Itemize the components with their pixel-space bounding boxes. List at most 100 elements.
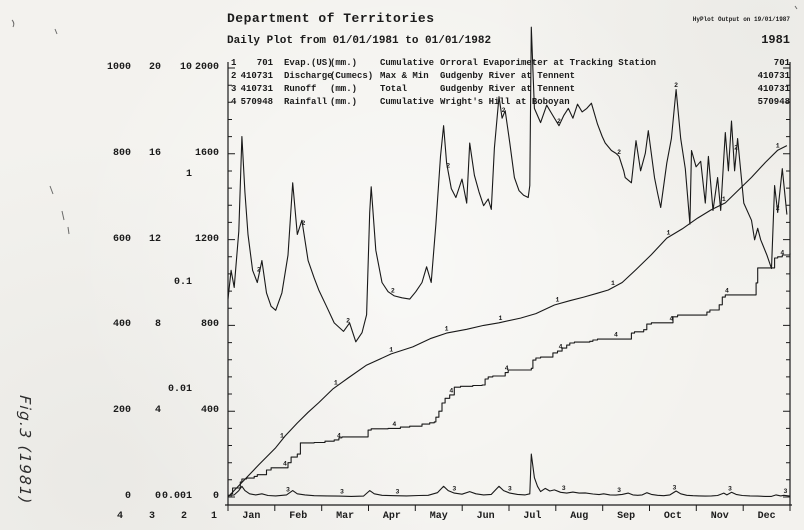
legend-station-id: 410731 (240, 71, 273, 81)
axis-column-id: 1 (210, 511, 217, 522)
legend-parameter: Discharge (284, 71, 333, 81)
axis-4-tick-label: 400 (112, 319, 131, 331)
legend-statistic: Cumulative (380, 58, 435, 68)
month-label: Sep (617, 511, 635, 522)
curve-number-label: 3 (395, 488, 399, 495)
month-label: Jan (242, 511, 260, 522)
axis-2-tick-label: 0.01 (167, 383, 192, 395)
legend-row: 4 570948 Rainfall (mm.) Cumulative Wright's H… (0, 97, 804, 109)
curve-number-label: 1 (722, 196, 726, 203)
curve-number-label: 1 (666, 230, 670, 237)
axis-1-tick-label: 1600 (194, 147, 219, 159)
curve-number-label: 3 (728, 486, 732, 493)
axis-3-tick-label: 12 (148, 233, 161, 245)
curve-number-label: 4 (559, 344, 563, 351)
curve-number-label: 1 (776, 143, 780, 150)
axis-1-tick-label: 800 (200, 319, 219, 331)
curve-number-label: 3 (617, 487, 621, 494)
month-label: May (430, 511, 448, 522)
curve-number-label: 4 (392, 421, 396, 428)
legend-statistic: Max & Min (380, 71, 429, 81)
legend-unit: (mm.) (330, 84, 358, 94)
series-line-curve-1 (227, 145, 788, 498)
curve-number-label: 2 (446, 163, 450, 170)
curve-number-label: 1 (445, 326, 449, 333)
legend-row: 3 410731 Runoff (mm.) Total Gudgenby River at… (0, 84, 804, 96)
curve-number-label: 1 (499, 315, 503, 322)
curve-number-label: 3 (452, 486, 456, 493)
curve-number-label: 4 (614, 332, 618, 339)
curve-number-label: 4 (725, 287, 729, 294)
curve-number-label: 3 (562, 485, 566, 492)
legend-statistic: Total (380, 84, 408, 94)
month-label: Jul (523, 510, 541, 522)
axis-2-tick-label: 0.001 (161, 491, 192, 502)
series-line-curve-3 (227, 453, 791, 497)
legend-statistic: Cumulative (380, 97, 435, 107)
curve-number-label: 1 (334, 379, 338, 386)
axis-1-tick-label: 400 (200, 405, 219, 417)
axis-2-tick-label: 1 (185, 169, 192, 181)
curve-number-label: 3 (783, 488, 787, 495)
axis-1-tick-label: 1200 (194, 233, 219, 245)
legend-station-id-right: 410731 (757, 71, 790, 81)
month-label: Mar (336, 511, 354, 522)
axis-4-tick-label: 200 (112, 405, 131, 417)
curve-number-label: 2 (301, 220, 305, 227)
legend-station-id: 410731 (240, 84, 273, 94)
curve-number-label: 1 (611, 280, 615, 287)
axis-2-tick-label: 0.1 (173, 276, 192, 288)
curve-number-label: 4 (449, 387, 453, 394)
curve-number-label: 3 (673, 485, 677, 492)
legend-site-name: Orroral Evaporimeter at Tracking Station (440, 58, 657, 68)
curve-number-label: 1 (280, 432, 284, 439)
axis-3-tick-label: 0 (154, 491, 161, 502)
curve-number-label: 4 (283, 460, 287, 467)
handwritten-figure-caption: Fig.3 (1981) (16, 394, 34, 506)
curve-number-label: 4 (780, 249, 784, 256)
month-label: Aug (570, 511, 588, 522)
curve-number-label: 3 (286, 486, 290, 493)
month-label: Feb (289, 510, 307, 522)
legend-parameter: Rainfall (284, 97, 328, 107)
month-label: Oct (664, 511, 682, 522)
axis-column-id: 3 (148, 511, 155, 522)
curve-number-label: 4 (337, 432, 341, 439)
legend-unit: (mm.) (330, 58, 358, 68)
legend-parameter: Runoff (284, 84, 317, 94)
month-label: Dec (758, 511, 776, 522)
page-title: Department of Territories (227, 11, 435, 26)
axis-1-tick-label: 2000 (194, 62, 219, 73)
axis-3-tick-label: 16 (148, 147, 161, 159)
series-line-curve-4 (228, 252, 791, 498)
legend-parameter: Evap.(US) (284, 58, 333, 68)
year-label: 1981 (761, 33, 790, 47)
curve-number-label: 4 (669, 315, 673, 322)
axis-3-tick-label: 8 (154, 319, 161, 331)
curve-number-label: 2 (776, 205, 780, 212)
curve-number-label: 4 (505, 365, 509, 372)
legend-station-id: 570948 (240, 97, 273, 107)
month-label: Jun (477, 511, 495, 522)
curve-number-label: 1 (389, 346, 393, 353)
month-label: Nov (711, 511, 729, 522)
legend-site-name: Gudgenby River at Tennent (440, 84, 576, 94)
plot-subtitle: Daily Plot from 01/01/1981 to 01/01/1982 (227, 35, 492, 47)
curve-number-label: 2 (734, 144, 738, 151)
axis-column-id: 2 (180, 511, 187, 522)
curve-number-label: 2 (346, 317, 350, 324)
output-date-note: HyPlot Output on 19/01/1987 (692, 16, 790, 23)
legend-site-name: Gudgenby River at Tennent (440, 71, 576, 81)
curve-number-label: 1 (556, 297, 560, 304)
legend-site-name: Wright's Hill at Boboyan (440, 97, 570, 107)
y-axis-ticks (228, 67, 790, 498)
curve-number-label: 2 (617, 149, 621, 156)
axis-column-id: 4 (116, 511, 123, 522)
curve-number-label: 2 (557, 118, 561, 125)
axis-3-tick-label: 4 (154, 405, 161, 417)
axis-frame (225, 62, 792, 506)
legend-unit: (Cumecs) (330, 71, 374, 81)
legend-station-id-right: 701 (773, 58, 790, 68)
x-axis-ticks (227, 505, 791, 511)
legend-station-id-right: 410731 (757, 84, 790, 94)
